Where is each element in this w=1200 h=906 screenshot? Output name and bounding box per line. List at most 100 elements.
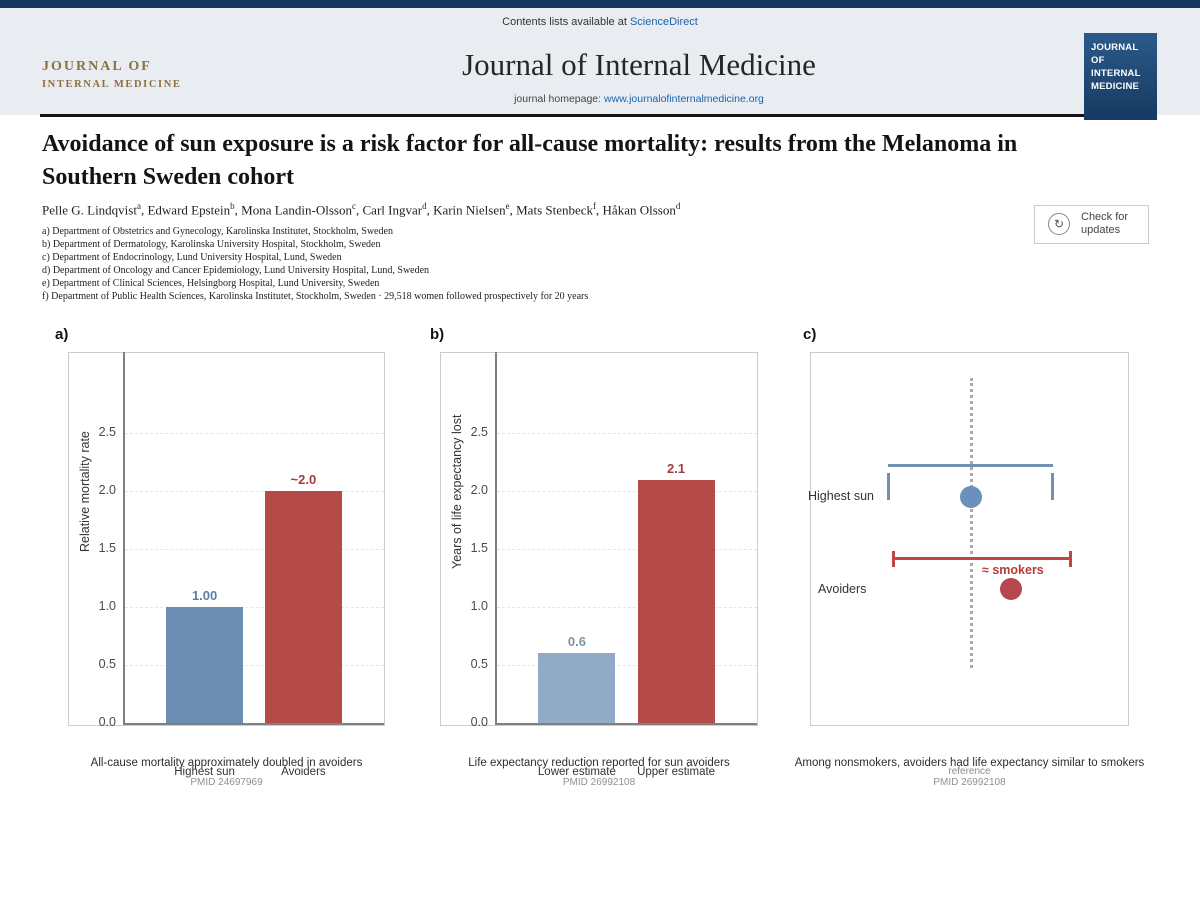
row-label-avoiders: Avoiders <box>818 582 867 596</box>
affiliation-line-4: d) Department of Oncology and Cancer Epi… <box>42 265 430 276</box>
y-tick-1.5: 1.5 <box>470 541 488 556</box>
author-list: Pelle G. Lindqvista, Edward Epsteinb, Mo… <box>42 201 681 218</box>
category-label: Lower estimate <box>537 766 616 778</box>
panel-a-tag: a) <box>55 326 69 343</box>
y-tick-0.5: 0.5 <box>470 657 488 672</box>
y-axis-line <box>495 352 497 724</box>
highest-sun-ci-cap-left <box>887 473 890 500</box>
author-name: Håkan Olsson <box>602 202 676 218</box>
journal-title: Journal of Internal Medicine <box>462 47 816 82</box>
figure-panel-c: c) Highest sun ≈ smokers Avoiders Among … <box>795 326 1145 788</box>
x-axis-line <box>495 723 757 725</box>
author-name: Edward Epstein <box>147 202 231 218</box>
y-tick-1.0: 1.0 <box>470 599 488 614</box>
y-tick-2.0: 2.0 <box>470 483 488 498</box>
homepage-link[interactable]: www.journalofinternalmedicine.org <box>603 93 764 105</box>
category-label: Avoiders <box>281 766 326 778</box>
reference-dotted-line <box>970 378 973 668</box>
category-label: Highest sun <box>174 766 235 778</box>
check-for-updates-badge[interactable]: ↻ Check for updates <box>1034 205 1149 244</box>
gridline-1.0 <box>125 607 384 609</box>
y-tick-0.0: 0.0 <box>470 715 488 729</box>
article-title: Avoidance of sun exposure is a risk fact… <box>42 131 1018 190</box>
check-label-line1: Check for <box>1081 211 1129 223</box>
author-name: Carl Ingvar <box>362 202 423 218</box>
gridline-0.5 <box>497 665 757 667</box>
panel-source: PMID 24697969 <box>190 777 263 788</box>
panel-c-source: PMID 26992108 <box>933 777 1006 788</box>
cover-line-0: JOURNAL OF <box>1091 42 1139 66</box>
gridline-1.0 <box>497 607 757 609</box>
x-axis-line <box>123 723 384 725</box>
author-affiliation-mark: d <box>675 201 681 211</box>
author-affiliation-mark: f <box>593 201 597 211</box>
highest-sun-dot <box>960 486 982 508</box>
panel-caption: Life expectancy reduction reported for s… <box>468 757 730 769</box>
y-tick-0.0: 0.0 <box>98 715 116 729</box>
homepage-prefix: journal homepage: <box>514 93 602 105</box>
author-name: Pelle G. Lindqvist <box>42 202 137 218</box>
header-divider-rule <box>40 114 1157 117</box>
author-affiliation-mark: d <box>422 201 427 211</box>
bar-lower-estimate <box>538 653 616 723</box>
y-tick-1.5: 1.5 <box>98 541 116 556</box>
y-tick-0.5: 0.5 <box>98 657 116 672</box>
author-affiliation-mark: c <box>352 201 356 211</box>
highest-sun-ci-cap-right <box>1051 473 1054 500</box>
sciencedirect-link[interactable]: ScienceDirect <box>629 16 698 28</box>
avoiders-ci-line <box>893 557 1072 560</box>
avoiders-dot <box>1000 578 1022 600</box>
reference-label: reference <box>948 766 991 777</box>
bar-highest-sun <box>166 607 244 723</box>
gridline-1.5 <box>125 549 384 551</box>
gridline-2.0 <box>125 491 384 493</box>
contents-line: Contents lists available at ScienceDirec… <box>0 16 1200 28</box>
author-name: Karin Nielsen <box>433 202 506 218</box>
author-affiliation-mark: a <box>136 201 141 211</box>
smokers-annotation: ≈ smokers <box>982 563 1044 577</box>
avoiders-ci-cap-left <box>892 551 895 567</box>
author-affiliation-mark: e <box>505 201 510 211</box>
y-tick-2.5: 2.5 <box>470 425 488 440</box>
gridline-1.5 <box>497 549 757 551</box>
panel-c-border <box>810 352 1129 726</box>
author-name: Mats Stenbeck <box>516 202 594 218</box>
author-affiliation-mark: b <box>230 201 235 211</box>
check-label-line2: updates <box>1081 224 1121 236</box>
cover-line-1: INTERNAL <box>1091 68 1141 79</box>
y-tick-1.0: 1.0 <box>98 599 116 614</box>
header-band <box>0 0 1200 115</box>
y-tick-2.5: 2.5 <box>98 425 116 440</box>
panel-caption: All-cause mortality approximately double… <box>90 757 363 769</box>
panel-b-tag: b) <box>430 326 445 343</box>
contents-prefix: Contents lists available at <box>502 16 627 28</box>
panel-c-tag: c) <box>803 326 817 343</box>
gridline-2.5 <box>125 433 384 435</box>
bar-avoiders <box>264 491 342 723</box>
top-navy-bar <box>0 0 1200 8</box>
y-tick-2.0: 2.0 <box>98 483 116 498</box>
refresh-icon: ↻ <box>1048 213 1070 235</box>
journal-logo-line1: JOURNAL OF <box>42 59 152 74</box>
homepage-line: journal homepage: www.journalofinternalm… <box>78 93 1200 105</box>
bar-value-label: 0.6 <box>567 634 586 650</box>
figure-panel-a: a) Relative mortality rate 0.0 0.5 1.0 1.5 2.… <box>55 326 385 788</box>
affiliation-line-3: c) Department of Endocrinology, Lund Uni… <box>42 252 342 263</box>
gridline-2.5 <box>497 433 757 435</box>
cover-line-2: MEDICINE <box>1091 81 1140 92</box>
y-axis-line <box>123 352 125 724</box>
panel-source: PMID 26992108 <box>562 777 636 788</box>
bar-upper-estimate <box>637 479 715 723</box>
gridline-0.5 <box>125 665 384 667</box>
check-for-updates-label: Check for updates <box>1081 211 1128 237</box>
category-label: Upper estimate <box>637 766 716 778</box>
affiliation-line-5: e) Department of Clinical Sciences, Hels… <box>42 278 380 289</box>
gridline-2.0 <box>497 491 757 493</box>
journal-logo-line2: INTERNAL MEDICINE <box>42 79 182 90</box>
affiliation-line-2: b) Department of Dermatology, Karolinska… <box>42 239 381 250</box>
journal-cover-thumbnail: JOURNAL OF INTERNAL MEDICINE <box>1084 33 1157 120</box>
highest-sun-ci-line <box>888 464 1053 467</box>
affiliation-line-1: a) Department of Obstetrics and Gynecolo… <box>42 226 393 237</box>
journal-logo: JOURNAL OF INTERNAL MEDICINE <box>42 59 182 90</box>
